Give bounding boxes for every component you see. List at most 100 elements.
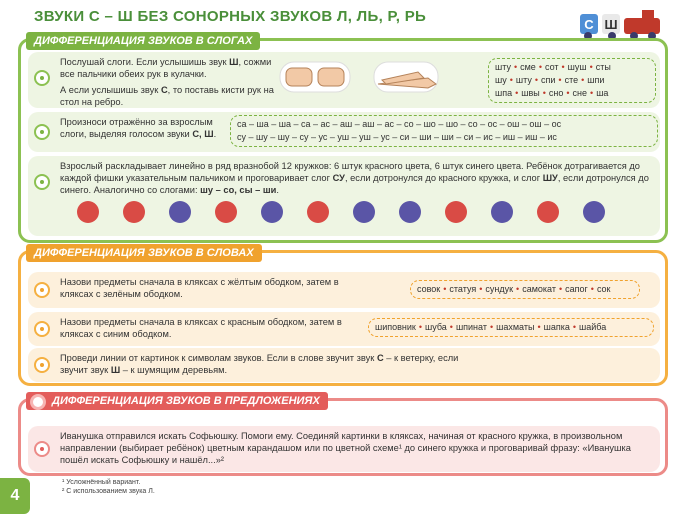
separator-dot: • bbox=[513, 62, 518, 72]
section-title: ДИФФЕРЕНЦИАЦИЯ ЗВУКОВ В СЛОВАХ bbox=[26, 244, 262, 262]
paragraph: Назови предметы сначала в кляксах с жёлт… bbox=[60, 276, 360, 300]
box-row: шу • шту • спи • сте • шпи bbox=[495, 74, 649, 87]
section-frame bbox=[18, 38, 668, 243]
separator-dot: • bbox=[590, 284, 594, 294]
separator-dot: • bbox=[589, 62, 593, 72]
section-title: ДИФФЕРЕНЦИАЦИЯ ЗВУКОВ В ПРЕДЛОЖЕНИЯХ bbox=[26, 392, 328, 410]
box-entry: совок bbox=[417, 284, 441, 294]
chip bbox=[353, 201, 375, 223]
dashed-box: шиповник • шуба • шпинат • шахматы • шапка • шайба bbox=[368, 318, 654, 337]
text-segment: Произноси отражённо за взрослым слоги, в… bbox=[60, 117, 213, 139]
separator-dot: • bbox=[572, 322, 576, 332]
item-card bbox=[28, 426, 660, 472]
chips bbox=[77, 201, 605, 223]
box-entry: сте bbox=[564, 75, 579, 85]
hands-illustration bbox=[279, 61, 439, 93]
box-entry: сты bbox=[595, 62, 611, 72]
box-entry: са – ша – ша – са – ас – аш – аш – ас – … bbox=[237, 119, 562, 129]
item-text: Назови предметы сначала в кляксах с жёлт… bbox=[60, 276, 360, 304]
text-segment: С bbox=[376, 353, 384, 363]
box-entry: спи bbox=[541, 75, 556, 85]
item-text: Иванушка отправился искать Софьюшку. Пом… bbox=[60, 430, 640, 470]
chip bbox=[583, 201, 605, 223]
text-segment: . bbox=[213, 129, 217, 139]
train-icon: С Ш bbox=[580, 10, 660, 40]
separator-dot: • bbox=[509, 75, 513, 85]
paragraph: А если услышишь звук С, то поставь кисти… bbox=[60, 84, 278, 108]
item-card bbox=[28, 312, 660, 346]
item-bullet bbox=[34, 174, 50, 190]
separator-dot: • bbox=[561, 62, 565, 72]
paragraph: Иванушка отправился искать Софьюшку. Пом… bbox=[60, 430, 640, 466]
text-segment: , если дотронулся до красного кружка, и … bbox=[344, 173, 543, 183]
chip bbox=[261, 201, 283, 223]
chip bbox=[491, 201, 513, 223]
paragraph: Произноси отражённо за взрослым слоги, в… bbox=[60, 116, 228, 140]
separator-dot: • bbox=[515, 88, 519, 98]
box-entry: шапка bbox=[543, 322, 570, 332]
item-text: Послушай слоги. Если услышишь звук Ш, со… bbox=[60, 56, 278, 112]
text-segment: . bbox=[276, 185, 279, 195]
separator-dot: • bbox=[443, 284, 447, 294]
text-segment: Назови предметы сначала в кляксах с жёлт… bbox=[60, 277, 339, 299]
badge-letter: С bbox=[584, 17, 594, 32]
box-entry: сме bbox=[520, 62, 536, 72]
separator-dot: • bbox=[542, 88, 546, 98]
item-card bbox=[28, 272, 660, 308]
item-text: Взрослый раскладывает линейно в ряд враз… bbox=[60, 160, 650, 200]
box-entry: сок bbox=[596, 284, 611, 294]
box-entry: шайба bbox=[579, 322, 607, 332]
dashed-box: са – ша – ша – са – ас – аш – аш – ас – … bbox=[230, 115, 658, 147]
box-entry: шахматы bbox=[496, 322, 535, 332]
box-entry: самокат bbox=[522, 284, 556, 294]
flower-icon bbox=[30, 394, 46, 410]
box-entry: шу bbox=[495, 75, 507, 85]
separator-dot: • bbox=[534, 75, 538, 85]
chip bbox=[445, 201, 467, 223]
item-card bbox=[28, 112, 660, 152]
separator-dot: • bbox=[537, 322, 541, 332]
section-frame bbox=[18, 398, 668, 476]
chip bbox=[215, 201, 237, 223]
text-segment: СУ bbox=[332, 173, 345, 183]
paragraph: Послушай слоги. Если услышишь звук Ш, со… bbox=[60, 56, 278, 80]
text-segment: , то поставь кисти рук на стол на ребро. bbox=[60, 85, 274, 107]
box-entry: сне bbox=[572, 88, 588, 98]
box-entry: шпа bbox=[495, 88, 513, 98]
text-segment: Послушай слоги. Если услышишь звук bbox=[60, 57, 230, 67]
box-entry: статуя bbox=[449, 284, 477, 294]
box-entry: сно bbox=[548, 88, 564, 98]
box-entry: ша bbox=[596, 88, 609, 98]
chip bbox=[123, 201, 145, 223]
box-entry: шпинат bbox=[455, 322, 487, 332]
item-text: Проведи линии от картинок к символам зву… bbox=[60, 352, 480, 380]
box-row: совок • статуя • сундук • самокат • сапог • сок bbox=[417, 283, 633, 296]
text-segment: А если услышишь звук bbox=[60, 85, 161, 95]
paragraph: Проведи линии от картинок к символам зву… bbox=[60, 352, 480, 376]
text-segment: Взрослый раскладывает линейно в ряд враз… bbox=[60, 161, 640, 183]
box-entry: шиповник bbox=[375, 322, 416, 332]
separator-dot: • bbox=[558, 75, 562, 85]
text-segment: Ш bbox=[110, 365, 121, 375]
footnote: ² С использованием звука Л. bbox=[62, 488, 155, 495]
item-text: Назови предметы сначала в кляксах с крас… bbox=[60, 316, 360, 344]
paragraph: Взрослый раскладывает линейно в ряд враз… bbox=[60, 160, 650, 196]
text-segment: ШУ bbox=[542, 173, 558, 183]
section-frame bbox=[18, 250, 668, 386]
separator-dot: • bbox=[449, 322, 453, 332]
text-segment: шу – со, сы – ши bbox=[200, 185, 277, 195]
separator-dot: • bbox=[558, 284, 563, 294]
paragraph: Назови предметы сначала в кляксах с крас… bbox=[60, 316, 360, 340]
item-bullet bbox=[34, 357, 50, 373]
text-segment: С bbox=[160, 85, 168, 95]
box-entry: сундук bbox=[485, 284, 514, 294]
chip bbox=[537, 201, 559, 223]
box-row: су – шу – шу – су – ус – уш – уш – ус – … bbox=[237, 131, 651, 144]
box-entry: шту bbox=[495, 62, 511, 72]
box-row: шпа • швы • сно • сне • ша bbox=[495, 87, 649, 100]
text-segment: Ш bbox=[229, 57, 239, 67]
text-segment: Назови предметы сначала в кляксах с крас… bbox=[60, 317, 342, 339]
separator-dot: • bbox=[566, 88, 570, 98]
separator-dot: • bbox=[479, 284, 483, 294]
